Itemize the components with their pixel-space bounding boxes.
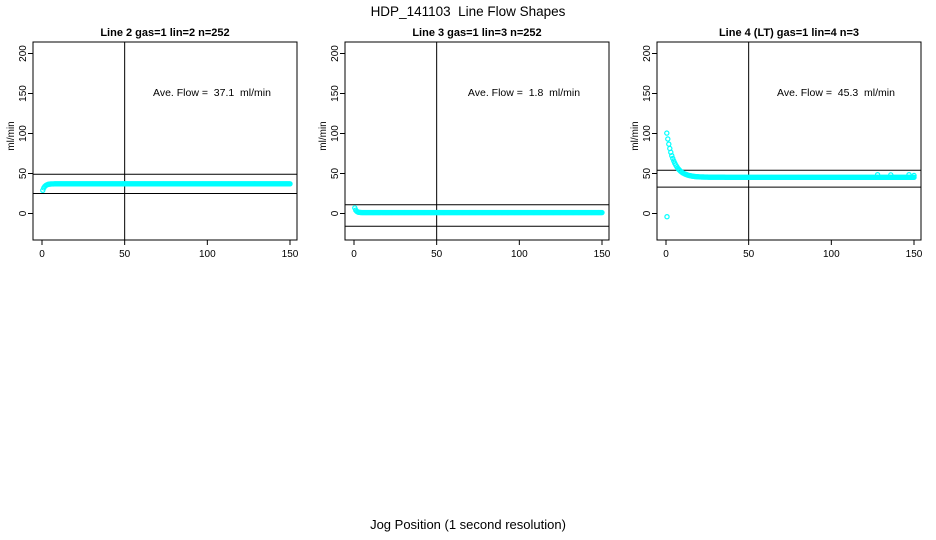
ave-flow-annotation-line2: Ave. Flow = 37.1 ml/min xyxy=(153,87,271,99)
data-point xyxy=(664,213,670,220)
data-points xyxy=(352,205,605,216)
data-point xyxy=(888,172,894,178)
y-axis: 0 50 100 150 200 xyxy=(18,45,33,216)
x-tick-label: 0 xyxy=(351,249,357,260)
ave-flow-annotation-line3: Ave. Flow = 1.8 ml/min xyxy=(468,87,580,99)
plot-panels: Line 2 gas=1 lin=2 n=252 Ave. Flow = 37.… xyxy=(6,27,923,260)
data-point xyxy=(911,174,917,180)
y-axis-label-line4: ml/min xyxy=(630,121,641,150)
x-axis: 0 50 100 150 xyxy=(39,240,299,260)
data-point xyxy=(665,136,671,142)
x-tick-label: 50 xyxy=(743,249,755,260)
x-tick-label: 0 xyxy=(39,249,45,260)
x-axis: 0 50 100 150 xyxy=(351,240,611,260)
x-axis: 0 50 100 150 xyxy=(663,240,923,260)
x-tick-label: 50 xyxy=(119,249,131,260)
data-point xyxy=(669,152,675,159)
x-tick-label: 100 xyxy=(511,249,528,260)
y-tick-label: 0 xyxy=(330,210,341,216)
plot-panel-line3: Line 3 gas=1 lin=3 n=252 Ave. Flow = 1.8… xyxy=(318,27,611,260)
x-tick-label: 150 xyxy=(906,249,923,260)
data-point xyxy=(670,155,676,162)
horizontal-ref-lines xyxy=(33,173,297,194)
data-point xyxy=(874,171,881,178)
plot-title-line2: Line 2 gas=1 lin=2 n=252 xyxy=(100,27,229,39)
y-tick-label: 200 xyxy=(642,45,653,62)
plot-render-layer-line2: 0 50 100 150 0 50 100 150 200 xyxy=(18,41,299,260)
x-tick-label: 150 xyxy=(594,249,611,260)
page-title: HDP_141103 Line Flow Shapes xyxy=(370,4,566,19)
y-tick-label: 200 xyxy=(18,45,29,62)
y-tick-label: 100 xyxy=(642,125,653,142)
y-tick-label: 50 xyxy=(642,168,653,180)
y-tick-label: 50 xyxy=(18,168,29,180)
x-tick-label: 150 xyxy=(282,249,299,260)
data-point xyxy=(666,141,672,147)
horizontal-ref-lines xyxy=(345,204,609,227)
data-point xyxy=(906,171,912,178)
plot-render-layer-line4: 0 50 100 150 0 50 100 150 200 xyxy=(642,41,923,260)
x-tick-label: 100 xyxy=(199,249,216,260)
plot-panel-line2: Line 2 gas=1 lin=2 n=252 Ave. Flow = 37.… xyxy=(6,27,299,260)
y-axis-label-line3: ml/min xyxy=(318,121,329,150)
x-tick-label: 50 xyxy=(431,249,443,260)
y-tick-label: 200 xyxy=(330,45,341,62)
y-tick-label: 150 xyxy=(18,85,29,102)
data-point xyxy=(664,130,670,136)
y-tick-label: 0 xyxy=(18,210,29,216)
plot-render-layer-line3: 0 50 100 150 0 50 100 150 200 xyxy=(330,41,611,260)
y-tick-label: 0 xyxy=(642,210,653,216)
x-tick-label: 0 xyxy=(663,249,669,260)
data-point xyxy=(599,209,605,216)
y-axis: 0 50 100 150 200 xyxy=(642,45,657,216)
ave-flow-annotation-line4: Ave. Flow = 45.3 ml/min xyxy=(777,87,895,99)
x-axis-label: Jog Position (1 second resolution) xyxy=(370,517,566,532)
plot-title-line4: Line 4 (LT) gas=1 lin=4 n=3 xyxy=(719,27,859,39)
data-points xyxy=(664,130,917,220)
x-tick-label: 100 xyxy=(823,249,840,260)
data-point xyxy=(287,181,293,187)
plot-title-line3: Line 3 gas=1 lin=3 n=252 xyxy=(412,27,541,39)
plot-box xyxy=(344,41,610,241)
data-point xyxy=(911,172,917,179)
horizontal-ref-lines xyxy=(657,169,921,188)
y-tick-label: 50 xyxy=(330,168,341,180)
plot-panel-line4: Line 4 (LT) gas=1 lin=4 n=3 Ave. Flow = … xyxy=(630,27,923,260)
y-tick-label: 150 xyxy=(642,85,653,102)
data-points xyxy=(40,181,293,193)
y-axis-label-line2: ml/min xyxy=(6,121,17,150)
y-tick-label: 100 xyxy=(330,125,341,142)
plot-box xyxy=(656,41,922,241)
plot-box xyxy=(32,41,298,241)
y-tick-label: 150 xyxy=(330,85,341,102)
y-axis: 0 50 100 150 200 xyxy=(330,45,345,216)
y-tick-label: 100 xyxy=(18,125,29,142)
